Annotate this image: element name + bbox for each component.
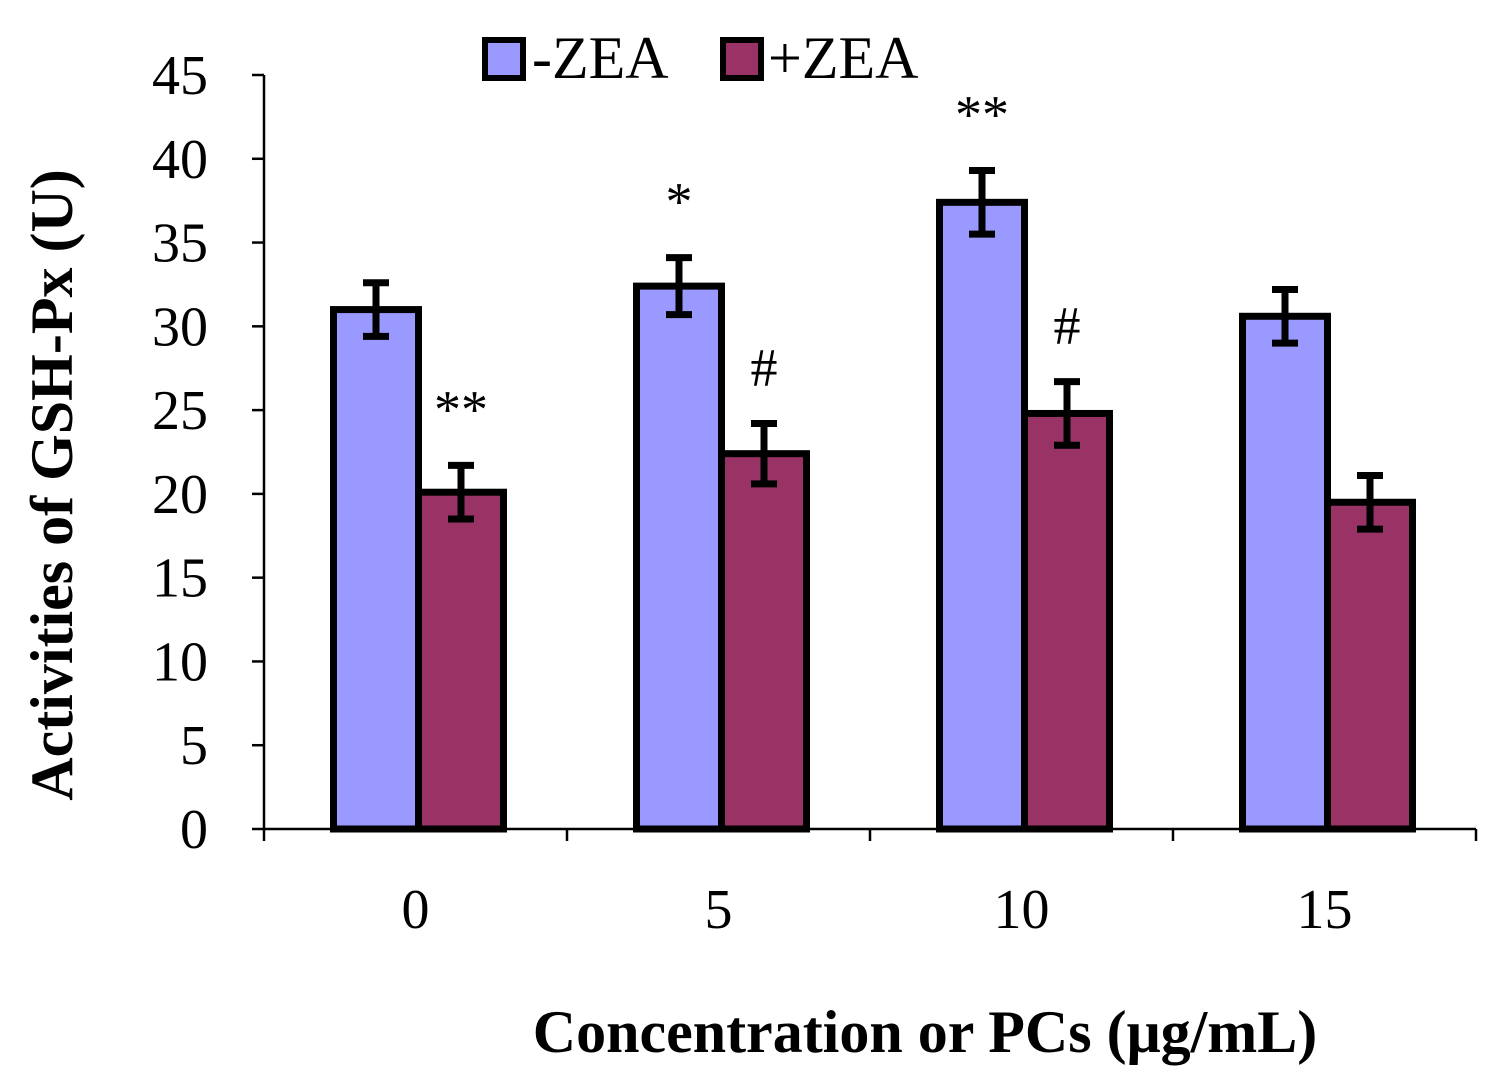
y-tick-label-3: 15 xyxy=(152,548,208,610)
x-axis-title: Concentration or PCs (μg/mL) xyxy=(533,999,1317,1065)
x-tick-label-15: 15 xyxy=(1297,879,1353,941)
significance-mark-1-0: ** xyxy=(434,379,488,439)
x-tick-label-5: 5 xyxy=(705,879,733,941)
y-tick-label-1: 5 xyxy=(180,715,208,777)
y-tick-label-5: 25 xyxy=(152,380,208,442)
y-tick-label-6: 30 xyxy=(152,296,208,358)
legend-label-minus-zea: -ZEA xyxy=(532,25,669,91)
y-tick-label-0: 0 xyxy=(180,799,208,861)
plot-area: 0 5 10 15 20 25 30 35 40 45 ** 0 * #5 ** #10 15 xyxy=(152,45,1478,941)
significance-mark-0-1: * xyxy=(666,172,693,232)
bar-minus-zea-5 xyxy=(633,282,725,833)
y-tick-label-2: 10 xyxy=(152,631,208,693)
significance-mark-1-1: # xyxy=(751,338,778,398)
bar-minus-zea-0 xyxy=(330,306,422,833)
legend-swatch-minus-zea xyxy=(482,37,526,81)
bar-plus-zea-10 xyxy=(1021,409,1113,833)
y-tick-label-7: 35 xyxy=(152,213,208,275)
y-tick-label-9: 45 xyxy=(152,45,208,107)
bar-plus-zea-15 xyxy=(1324,498,1416,833)
bar-plus-zea-5 xyxy=(718,450,810,833)
bar-minus-zea-15 xyxy=(1239,312,1331,833)
legend-swatch-plus-zea xyxy=(720,37,764,81)
y-tick-label-8: 40 xyxy=(152,129,208,191)
y-tick-label-4: 20 xyxy=(152,464,208,526)
bar-minus-zea-10 xyxy=(936,198,1028,833)
bar-plus-zea-0 xyxy=(415,488,507,833)
x-tick-label-10: 10 xyxy=(994,879,1050,941)
significance-mark-1-2: # xyxy=(1054,296,1081,356)
x-tick-label-0: 0 xyxy=(402,879,430,941)
y-axis-title: Activities of GSH-Px (U) xyxy=(19,169,85,801)
significance-mark-0-2: ** xyxy=(955,85,1009,145)
legend: -ZEA +ZEA xyxy=(482,25,918,91)
legend-label-plus-zea: +ZEA xyxy=(768,25,918,91)
